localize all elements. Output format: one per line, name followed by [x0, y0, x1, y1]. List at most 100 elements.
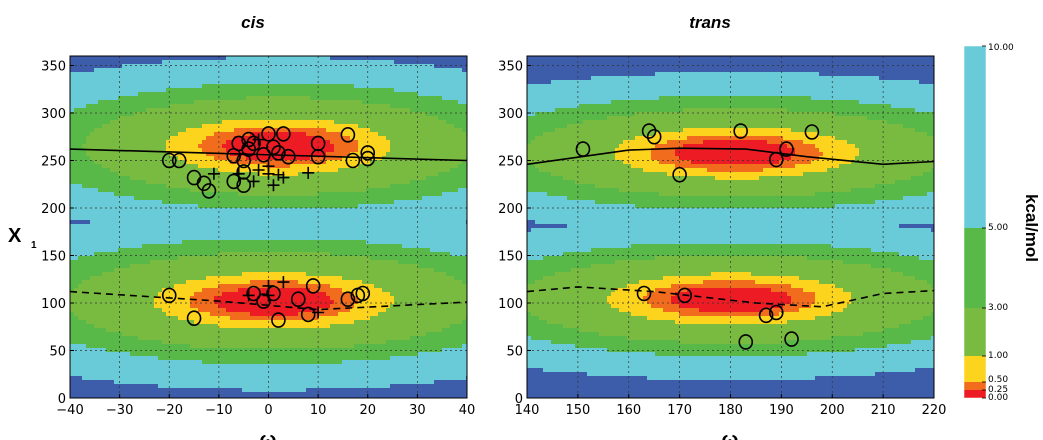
y-ticks-trans: 0 50 100 150 200 250 300 350 [498, 60, 531, 407]
circle-marker [236, 177, 251, 193]
y-tick-label: 100 [41, 297, 66, 312]
x-tick-label: 0 [264, 403, 272, 418]
y-axis-label: X [8, 225, 22, 247]
colorbar-tick-label: 0.25 [988, 385, 1008, 395]
circle-marker [641, 123, 657, 139]
circle-marker [672, 166, 687, 183]
cross-marker [252, 133, 265, 146]
cross-marker [252, 164, 265, 176]
circle-marker [271, 145, 286, 161]
circle-marker [241, 141, 256, 157]
x-tick-label: −10 [205, 403, 232, 418]
x-tick-label: 20 [359, 403, 376, 418]
circle-marker [261, 126, 276, 142]
cross-marker [207, 167, 220, 180]
cross-marker [242, 289, 255, 302]
y-tick-label: 150 [498, 250, 523, 265]
x-tick-label: −40 [56, 403, 83, 418]
circle-marker [186, 310, 202, 327]
cross-marker [262, 289, 275, 302]
circle-marker [779, 141, 794, 157]
x-tick-label: 10 [310, 403, 327, 418]
x-axis-label-cis: ω [260, 429, 277, 440]
y-tick-label: 250 [41, 155, 66, 170]
x-ticks-cis: −40 −30 −20 −10 0 10 20 30 40 [56, 394, 475, 418]
circle-marker [758, 307, 774, 324]
x-tick-label: −30 [106, 403, 133, 418]
markers-cis [161, 126, 376, 328]
circle-marker [300, 306, 316, 323]
y-tick-label: 300 [41, 107, 66, 122]
contour-field-trans [527, 56, 934, 398]
circle-marker [355, 285, 371, 302]
circle-marker [246, 135, 261, 152]
y-tick-label: 50 [49, 345, 66, 360]
circle-marker [305, 278, 321, 294]
colorbar-segment [964, 228, 986, 308]
circle-marker [646, 128, 662, 145]
circle-marker [340, 291, 356, 308]
x-tick-label: 40 [459, 403, 476, 418]
circle-marker [161, 287, 177, 304]
circle-marker [733, 123, 748, 139]
y-tick-label: 350 [498, 60, 523, 75]
cross-marker [247, 175, 260, 188]
circle-marker [290, 291, 306, 308]
x-tick-label: 150 [565, 403, 590, 418]
colorbar-segment [964, 390, 986, 398]
solid-line-trans [526, 147, 935, 166]
y-tick-label: 200 [41, 202, 66, 217]
contour-field-cis [70, 56, 467, 398]
cross-marker [262, 167, 275, 180]
circle-marker [784, 331, 799, 347]
solid-line-cis [69, 148, 468, 162]
circle-marker [256, 147, 271, 163]
x-tick-label: −20 [156, 403, 183, 418]
x-tick-label: 200 [820, 403, 845, 418]
y-tick-label: 300 [498, 107, 523, 122]
colorbar-label: kcal/mol [1022, 194, 1041, 262]
x-ticks-trans: 140 150 160 170 180 190 200 210 220 [515, 394, 947, 418]
colorbar-tick-label: 0.50 [988, 375, 1008, 385]
circle-marker [345, 152, 361, 169]
x-tick-label: 30 [409, 403, 426, 418]
y-ticks-cis: 0 50 100 150 200 250 300 350 [41, 60, 74, 407]
panel-title-trans: trans [689, 13, 731, 32]
circle-marker [340, 127, 356, 143]
x-tick-label: 190 [769, 403, 794, 418]
circle-marker [360, 150, 376, 167]
colorbar-tick-label: 5.00 [988, 223, 1008, 233]
y-tick-label: 0 [515, 392, 523, 407]
circle-marker [171, 152, 187, 169]
circle-marker [246, 285, 261, 302]
circle-marker [161, 152, 177, 169]
x-tick-label: 160 [616, 403, 641, 418]
cross-marker [272, 168, 285, 181]
panel-title-cis: cis [241, 13, 265, 32]
x-axis-label-trans: ω [722, 429, 739, 440]
y-tick-label: 100 [498, 297, 523, 312]
colorbar-segment [964, 356, 986, 382]
x-tick-label: 170 [667, 403, 692, 418]
colorbar-segment [964, 382, 986, 390]
circle-marker [276, 126, 291, 142]
circle-marker [201, 183, 217, 199]
y-tick-label: 50 [506, 345, 523, 360]
cross-marker [267, 179, 280, 192]
circle-marker [256, 293, 271, 309]
cross-marker [312, 306, 325, 319]
circle-marker [281, 148, 296, 165]
colorbar-segment [964, 308, 986, 356]
circle-marker [738, 334, 754, 350]
colorbar-tick-label: 0.00 [988, 393, 1008, 403]
circle-marker [575, 141, 591, 157]
markers-trans [575, 123, 820, 350]
circle-marker [768, 304, 784, 321]
cross-marker [277, 276, 290, 289]
circle-marker [636, 285, 652, 302]
colorbar-tick-label: 10.00 [988, 43, 1014, 53]
circle-marker [804, 124, 820, 140]
x-tick-label: 180 [718, 403, 743, 418]
colorbar: 0.000.250.50 1.00 3.00 5.00 10.00 [963, 43, 1014, 403]
x-tick-label: 220 [922, 403, 947, 418]
